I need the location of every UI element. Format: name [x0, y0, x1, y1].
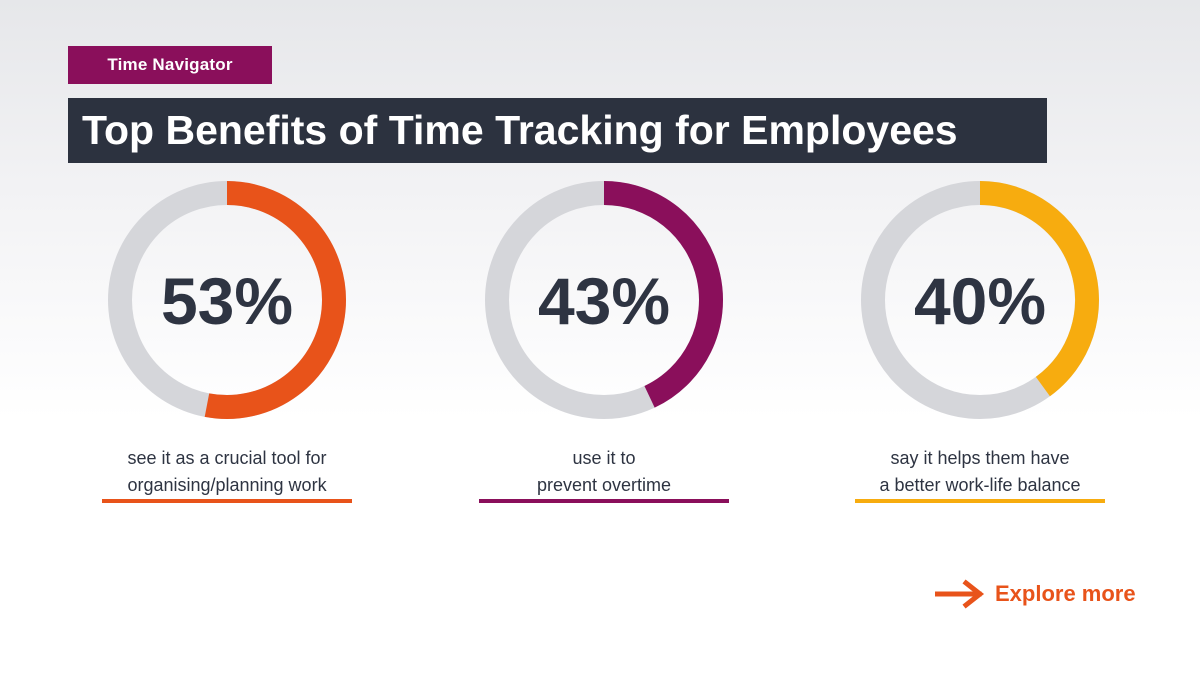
explore-more-label: Explore more	[995, 581, 1136, 606]
stat-value-overtime: 43%	[538, 264, 670, 338]
explore-more-link[interactable]: Explore more	[935, 578, 1140, 610]
caption-line: see it as a crucial tool for	[127, 448, 327, 468]
stat-card-organising: 53% see it as a crucial tool for organis…	[102, 175, 352, 503]
caption-line: say it helps them have	[890, 448, 1070, 468]
stat-underline	[855, 499, 1105, 503]
stat-underline	[102, 499, 352, 503]
donut-arc-overtime	[603, 181, 723, 408]
stat-underline	[479, 499, 729, 503]
brand-tag-label: Time Navigator	[107, 55, 233, 74]
donut-chart-organising: 53%	[108, 181, 346, 419]
stat-card-balance: 40% say it helps them have a better work…	[855, 175, 1105, 503]
caption-line: prevent overtime	[536, 475, 672, 495]
stat-value-organising: 53%	[161, 264, 293, 338]
page-title: Top Benefits of Time Tracking for Employ…	[68, 98, 1047, 163]
caption-line: organising/planning work	[127, 475, 327, 495]
stat-card-overtime: 43% use it to prevent overtime	[479, 175, 729, 503]
caption-line: use it to	[572, 448, 636, 468]
stat-caption-balance: say it helps them have a better work-lif…	[830, 445, 1130, 499]
page-title-text: Top Benefits of Time Tracking for Employ…	[82, 107, 958, 153]
donut-chart-overtime: 43%	[485, 181, 723, 419]
caption-line: a better work-life balance	[879, 475, 1081, 495]
brand-tag: Time Navigator	[68, 46, 272, 84]
donut-arc-balance	[979, 181, 1099, 397]
stat-caption-overtime: use it to prevent overtime	[454, 445, 754, 499]
donut-arc-organising	[204, 181, 346, 419]
stat-value-balance: 40%	[914, 264, 1046, 338]
stat-caption-organising: see it as a crucial tool for organising/…	[77, 445, 377, 499]
donut-chart-balance: 40%	[861, 181, 1099, 419]
arrow-right-icon	[935, 579, 985, 609]
